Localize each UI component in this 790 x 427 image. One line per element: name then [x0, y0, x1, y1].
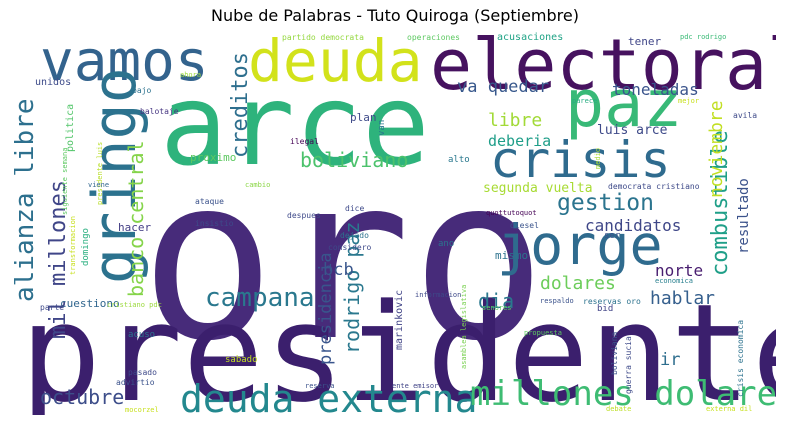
word-toneladas: toneladas [612, 80, 699, 99]
word-alianza-libre: alianza libre [14, 98, 40, 303]
word-asamblea-legislativa: asamblea legislativa [460, 284, 468, 369]
word-democrata-cristiano: democrata cristiano [608, 182, 700, 191]
word-plan: plan [350, 111, 377, 124]
word-dia: dia [478, 289, 515, 313]
word-quottutoquot: quottutoquot [486, 209, 537, 217]
word-paz: paz [565, 67, 683, 142]
word-banco-central: banco central [124, 140, 148, 297]
word-crisis-economica: crisis economica [736, 319, 745, 397]
word-domingo: domingo [81, 228, 91, 266]
word-viene: viene [88, 181, 110, 189]
word-cambio: cambio [245, 181, 271, 189]
word-libre: libre [488, 110, 543, 131]
word-electoral: electoral [430, 29, 776, 106]
word-bajo: bajo [132, 86, 152, 95]
word-partido-democrata: partido democrata [282, 33, 364, 42]
word-arce: arce [160, 61, 430, 191]
word-rodrigo-paz: rodrigo paz [340, 221, 364, 354]
word-mismo: mismo [495, 249, 529, 262]
word-vamos: vamos [40, 29, 209, 94]
word-hacer: hacer [118, 221, 152, 234]
word-dolares: dolares [540, 273, 616, 294]
word-boliviana: boliviana [610, 331, 619, 375]
word-proximo: proximo [190, 151, 237, 164]
word-respaldo: respaldo [540, 297, 574, 305]
word-dejado: dejado [340, 231, 369, 240]
word-cuestiono: cuestiono [60, 297, 120, 310]
word-gestion: gestion [557, 190, 654, 216]
word-unidos: unidos [35, 77, 72, 88]
word-resultado: resultado [736, 178, 752, 254]
word-ente-emisor: ente emisor [392, 382, 439, 390]
word-insistio: insistio [195, 219, 234, 228]
word-ir: ir [660, 350, 681, 370]
word-crisis: crisis [490, 131, 671, 189]
word-informacion: informacion [415, 291, 462, 299]
word-tener: tener [628, 35, 662, 48]
word-mejor: mejor [678, 97, 700, 105]
word-siguiente-semana: siguiente semana [61, 147, 69, 215]
word-segunda-vuelta: segunda vuelta [483, 181, 593, 196]
word-creditos: creditos [228, 52, 253, 158]
word-ilegal: ilegal [290, 137, 319, 146]
word-reserva: reserva [305, 382, 335, 390]
word-acuso: acuso [128, 330, 156, 340]
word-deuda-externa: deuda externa [180, 377, 478, 415]
word-pdc-rodrigo: pdc rodrigo [680, 33, 727, 41]
word-parte: parte [40, 303, 65, 312]
word-bid: bid [597, 304, 614, 314]
word-sabado: sabado [225, 355, 258, 365]
word-dice: dice [345, 204, 365, 213]
word-politica: politica [65, 103, 76, 152]
word-ser: ser [604, 231, 621, 241]
word-oro: oro [140, 129, 547, 391]
word-parece: parece [572, 97, 598, 105]
word-presidente-luis: presidente luis [96, 141, 104, 205]
word-guerra-sucia: guerra sucia [624, 336, 633, 394]
word-deberia: deberia [488, 132, 552, 150]
word-candidatos: candidatos [585, 216, 682, 235]
word-operaciones: operaciones [407, 33, 460, 42]
word-acusaciones: acusaciones [497, 32, 564, 43]
word-deuda: deuda [248, 29, 423, 95]
word-cristiano-pdc: cristiano pdc [107, 301, 162, 309]
word-noviembre: noviembre [706, 100, 727, 198]
word-octubre: octubre [40, 385, 125, 409]
word-pasado: pasado [128, 368, 157, 377]
word-considero: considero [328, 243, 372, 252]
word-norte: norte [655, 261, 704, 280]
word-luis-arce: luis arce [597, 123, 668, 138]
word-despues: despues [287, 211, 321, 220]
word-millones-dolares: millones dolares [470, 374, 776, 414]
word-cloud: oro presidente arce electoral deuda vamos paz c… [14, 29, 776, 415]
word-reservas-oro: reservas oro [583, 297, 641, 306]
word-presidente: presidente [20, 275, 776, 415]
word-hablar: hablar [650, 288, 716, 309]
word-debate: debate [606, 405, 632, 413]
word-externa-dil: externa dil [706, 405, 753, 413]
word-ataque: ataque [195, 197, 224, 206]
word-jorge: jorge [497, 213, 663, 277]
word-van: van [377, 119, 387, 136]
word-balotaje: balotaje [140, 107, 179, 116]
chart-title: Nube de Palabras - Tuto Quiroga (Septiem… [211, 6, 579, 25]
word-ano: ano [438, 239, 455, 249]
word-senores: senores [482, 304, 512, 312]
word-propuesta: propuesta [524, 329, 562, 337]
word-marinkovic: marinkovic [394, 289, 405, 350]
word-campana: campana [205, 283, 315, 313]
word-ahora: ahora [180, 71, 202, 79]
word-alto: alto [448, 155, 470, 165]
word-mocorzel: mocorzel [125, 406, 159, 414]
word-medio: medio [594, 147, 602, 169]
word-bcb: bcb [323, 260, 354, 280]
word-economica: economica [655, 277, 693, 285]
word-advirtio: advirtio [116, 378, 155, 387]
word-transformacion: transformacion [69, 215, 77, 275]
word-va-quedar: va quedar [457, 77, 550, 97]
word-avila: avila [733, 111, 758, 120]
word-diesel: diesel [510, 221, 539, 230]
word-boliviano: boliviano [300, 148, 409, 172]
